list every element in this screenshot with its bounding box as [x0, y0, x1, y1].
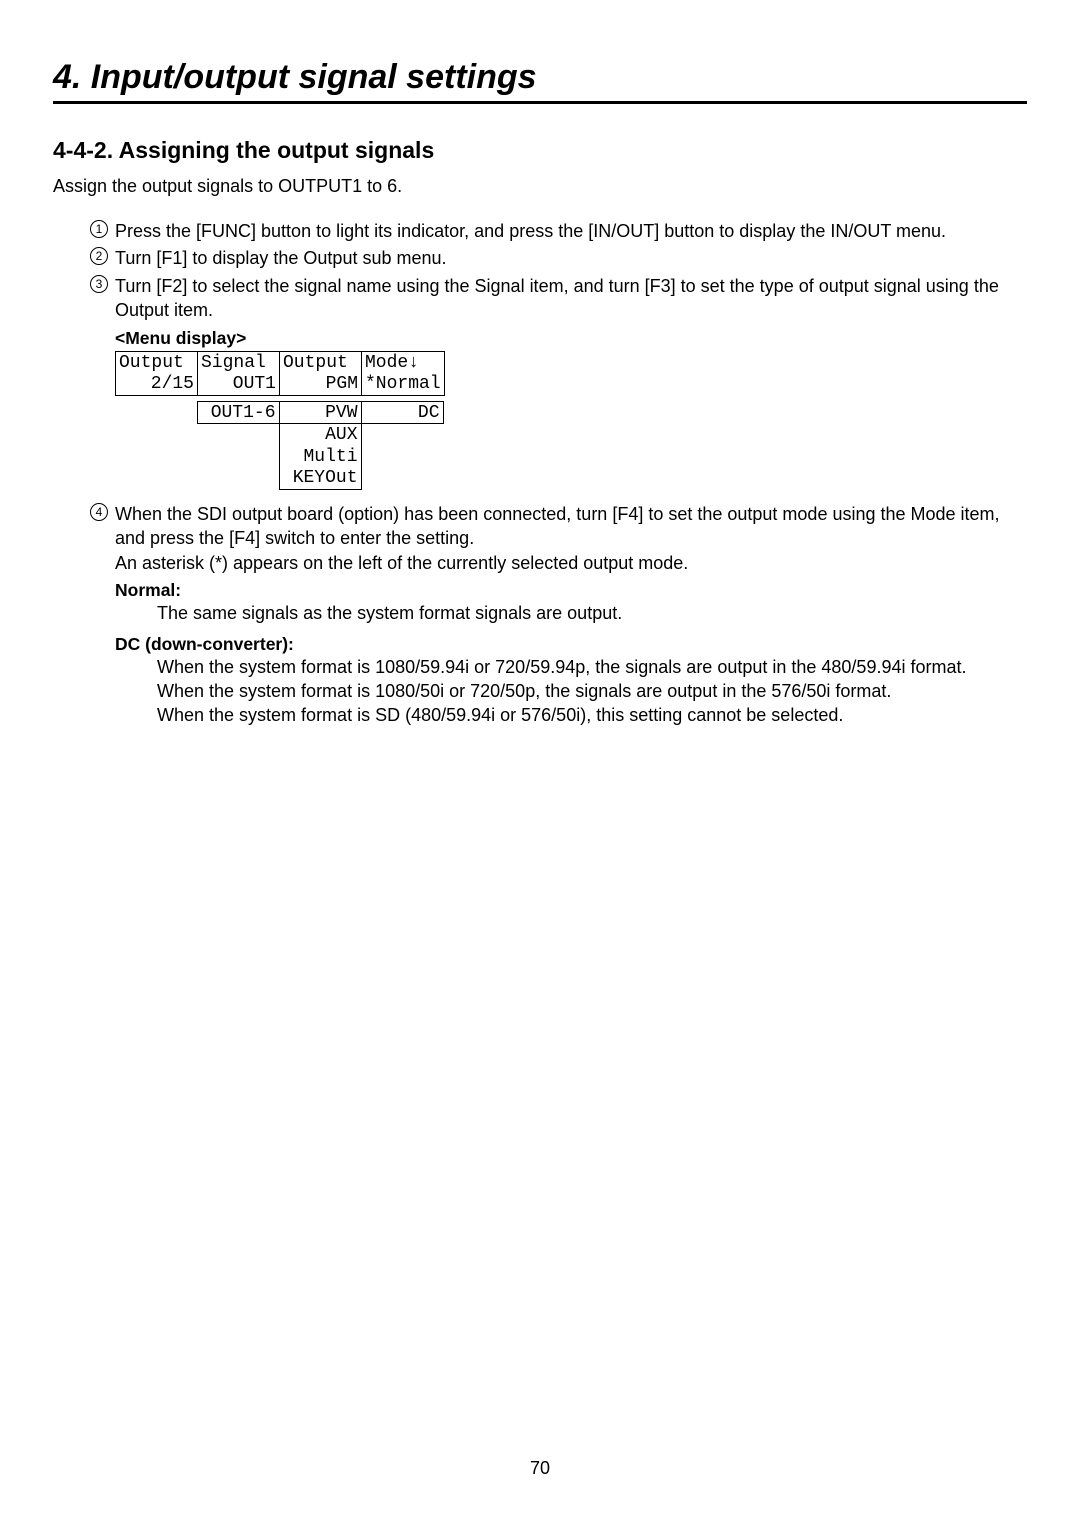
menu-val-normal: *Normal — [362, 374, 445, 396]
menu-hdr-output: Output — [116, 352, 198, 374]
section-heading: 4-4-2. Assigning the output signals — [53, 137, 1027, 164]
step-4-text-a: When the SDI output board (option) has b… — [115, 504, 1000, 548]
step-list: 1 Press the [FUNC] button to light its i… — [53, 219, 1027, 322]
step-4: 4 When the SDI output board (option) has… — [90, 502, 1027, 575]
mode-normal-desc: The same signals as the system format si… — [115, 602, 1027, 626]
menu-val-out1: OUT1 — [198, 374, 280, 396]
menu-alt-aux: AUX — [279, 424, 361, 446]
menu-alt-dc: DC — [361, 402, 443, 424]
mode-normal-label: Normal: — [115, 580, 1027, 601]
menu-alt-pvw: PVW — [279, 402, 361, 424]
menu-hdr-signal: Signal — [198, 352, 280, 374]
mode-dc-label: DC (down-converter): — [115, 634, 1027, 655]
mode-dc-desc3: When the system format is SD (480/59.94i… — [157, 704, 1027, 728]
chapter-title: 4. Input/output signal settings — [53, 58, 1027, 97]
menu-display-label: <Menu display> — [115, 328, 1027, 349]
step-3: 3 Turn [F2] to select the signal name us… — [90, 274, 1027, 323]
menu-hdr-mode: Mode↓ — [362, 352, 445, 374]
menu-val-blank — [444, 374, 504, 396]
step-3-text: Turn [F2] to select the signal name usin… — [115, 276, 999, 320]
mode-dc-desc: When the system format is 1080/59.94i or… — [115, 656, 1027, 728]
menu-val-pgm: PGM — [280, 374, 362, 396]
step-marker-2: 2 — [90, 247, 108, 265]
mode-normal: Normal: The same signals as the system f… — [115, 580, 1027, 626]
menu-alt-keyout: KEYOut — [279, 468, 361, 490]
menu-val-215: 2/15 — [116, 374, 198, 396]
page-number: 70 — [0, 1458, 1080, 1479]
step-marker-3: 3 — [90, 275, 108, 293]
mode-dc: DC (down-converter): When the system for… — [115, 634, 1027, 728]
mode-dc-desc2: When the system format is 1080/50i or 72… — [157, 680, 1027, 704]
step-1: 1 Press the [FUNC] button to light its i… — [90, 219, 1027, 243]
step-4-text-b: An asterisk (*) appears on the left of t… — [115, 551, 1027, 575]
mode-dc-desc1: When the system format is 1080/59.94i or… — [157, 656, 1027, 680]
menu-display-table: Output Signal Output Mode↓ 2/15 OUT1 PGM… — [115, 351, 1027, 490]
menu-hdr-output2: Output — [280, 352, 362, 374]
step-1-text: Press the [FUNC] button to light its ind… — [115, 221, 946, 241]
title-rule — [53, 101, 1027, 104]
step-list-cont: 4 When the SDI output board (option) has… — [53, 502, 1027, 575]
step-2: 2 Turn [F1] to display the Output sub me… — [90, 246, 1027, 270]
step-2-text: Turn [F1] to display the Output sub menu… — [115, 248, 447, 268]
step-marker-1: 1 — [90, 220, 108, 238]
menu-hdr-blank — [444, 352, 504, 374]
step-marker-4: 4 — [90, 503, 108, 521]
menu-alt-out16: OUT1-6 — [197, 402, 279, 424]
intro-text: Assign the output signals to OUTPUT1 to … — [53, 176, 1027, 197]
menu-alt-multi: Multi — [279, 446, 361, 468]
